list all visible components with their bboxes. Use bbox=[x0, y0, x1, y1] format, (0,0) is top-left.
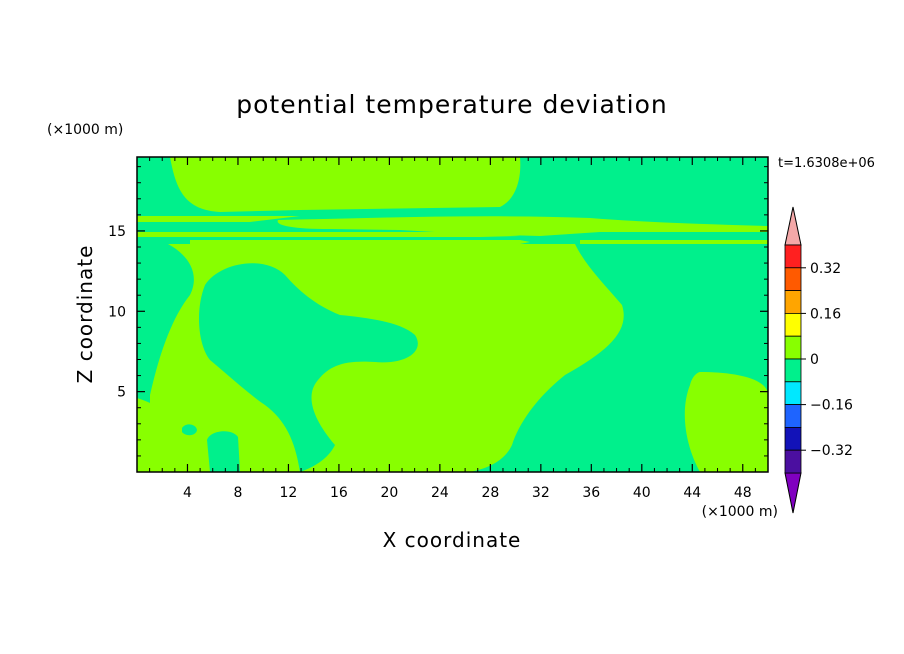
y-unit-label: (×1000 m) bbox=[47, 122, 123, 138]
upper-band-left bbox=[137, 216, 300, 222]
colorbar-swatch bbox=[784, 404, 802, 428]
colorbar-swatch bbox=[784, 449, 802, 474]
y-axis-label: Z coordinate bbox=[73, 245, 97, 384]
y-tick-label: 15 bbox=[108, 224, 126, 240]
plot-frame bbox=[136, 156, 769, 473]
colorbar-label: 0 bbox=[810, 352, 819, 368]
x-tick-label: 28 bbox=[481, 485, 499, 501]
colorbar: −0.32 −0.16 0 0.16 0.32 bbox=[784, 206, 853, 514]
x-tick-label: 40 bbox=[633, 485, 651, 501]
y-tick-label: 5 bbox=[117, 385, 126, 401]
colorbar-swatch bbox=[784, 381, 802, 405]
chart-title: potential temperature deviation bbox=[236, 90, 667, 119]
negative-regions bbox=[182, 263, 418, 472]
x-tick-label: 4 bbox=[183, 485, 192, 501]
x-tick-label: 12 bbox=[280, 485, 298, 501]
colorbar-over-triangle bbox=[784, 206, 802, 246]
time-label: t=1.6308e+06 bbox=[778, 156, 875, 171]
y-minor-ticks bbox=[137, 166, 768, 457]
x-tick-label: 16 bbox=[330, 485, 348, 501]
x-tick-label: 8 bbox=[233, 485, 242, 501]
colorbar-swatch bbox=[784, 312, 802, 337]
colorbar-swatch bbox=[784, 358, 802, 383]
x-tick-label: 24 bbox=[431, 485, 449, 501]
upper-band-mid bbox=[277, 216, 768, 236]
y-axis-ticks: 5 10 15 bbox=[108, 224, 768, 401]
colorbar-label: −0.32 bbox=[810, 443, 853, 459]
blob-lower-left bbox=[207, 431, 240, 472]
x-tick-label: 48 bbox=[734, 485, 752, 501]
y-tick-label: 10 bbox=[108, 304, 126, 320]
colorbar-label: 0.32 bbox=[810, 261, 841, 277]
colorbar-swatch bbox=[784, 290, 802, 314]
right-bottom-region bbox=[684, 372, 768, 472]
colorbar-label: 0.16 bbox=[810, 306, 841, 322]
x-tick-label: 32 bbox=[532, 485, 550, 501]
blob-upper-left bbox=[198, 263, 418, 472]
left-bottom-region bbox=[137, 398, 300, 472]
colorbar-swatch bbox=[784, 335, 802, 360]
x-tick-label: 44 bbox=[683, 485, 701, 501]
x-tick-label: 36 bbox=[582, 485, 600, 501]
x-unit-label: (×1000 m) bbox=[702, 504, 778, 520]
band-15-a bbox=[137, 232, 520, 237]
x-axis-label: X coordinate bbox=[383, 528, 522, 552]
colorbar-under-triangle bbox=[784, 472, 802, 514]
plot-area bbox=[137, 157, 768, 472]
x-axis-ticks: 4 8 12 16 20 24 28 32 36 40 44 48 bbox=[183, 157, 752, 501]
band-15-b bbox=[190, 240, 530, 244]
x-tick-label: 20 bbox=[380, 485, 398, 501]
top-upper-region bbox=[170, 157, 521, 212]
x-minor-ticks bbox=[149, 157, 769, 472]
colorbar-swatch bbox=[784, 244, 802, 269]
colorbar-label: −0.16 bbox=[810, 398, 853, 414]
colorbar-swatch bbox=[784, 267, 802, 291]
colorbar-swatch bbox=[784, 426, 802, 451]
band-15-c bbox=[580, 240, 768, 244]
blob-small bbox=[182, 424, 197, 436]
